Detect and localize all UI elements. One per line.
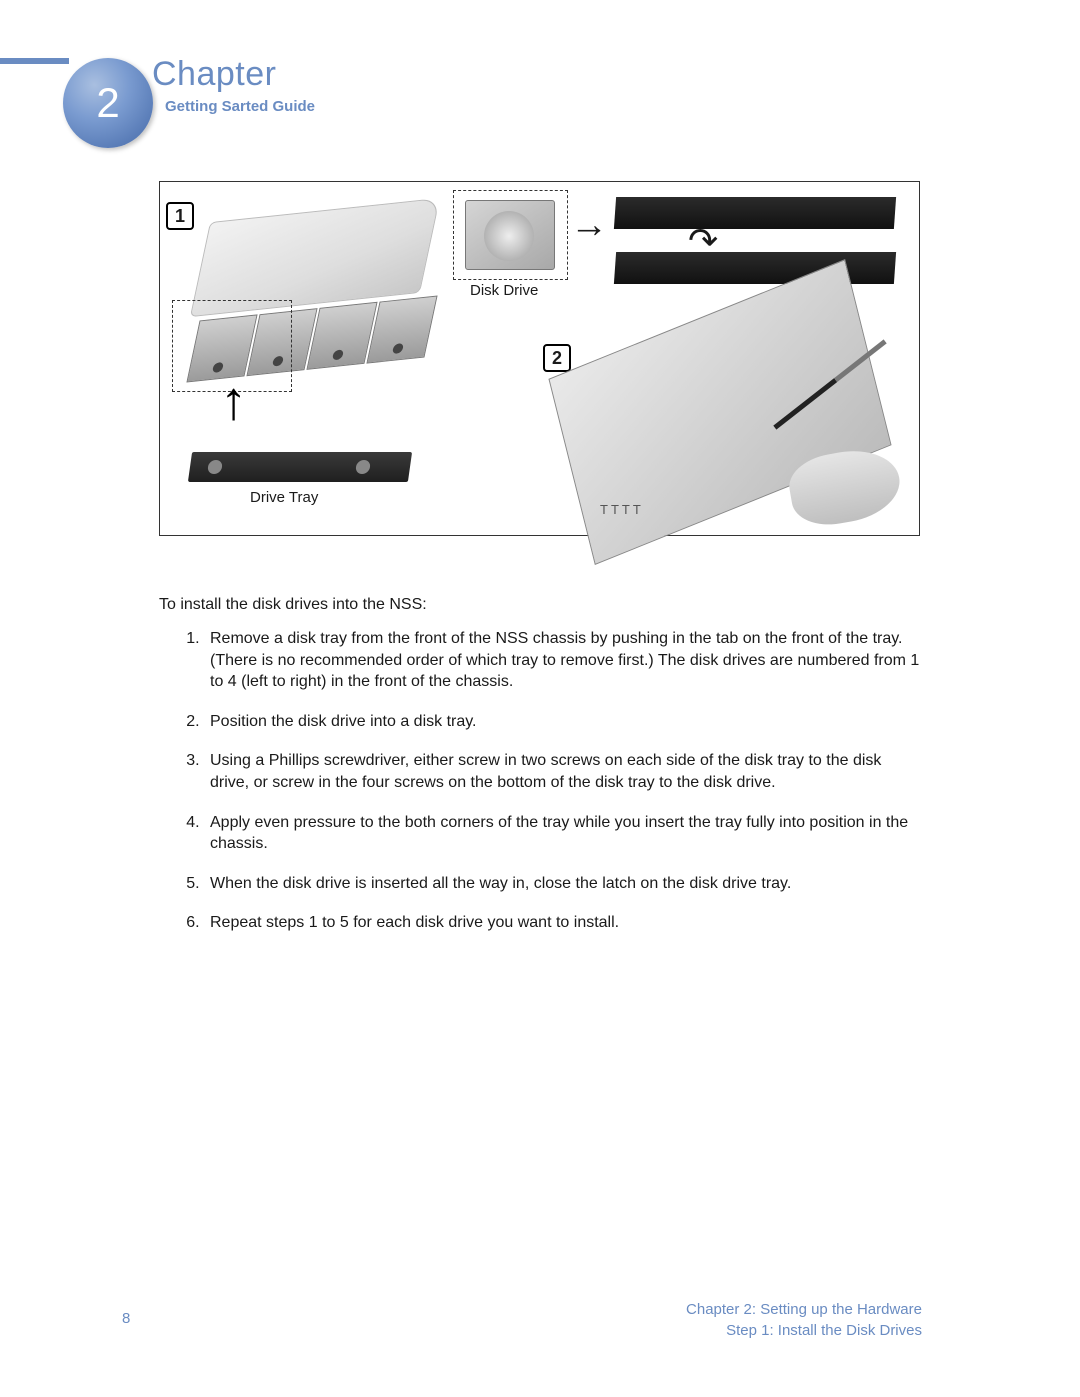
install-steps-list: Remove a disk tray from the front of the… [184,628,924,952]
step-item: Repeat steps 1 to 5 for each disk drive … [204,912,924,934]
arrow-up-icon: ↑ [220,374,247,428]
drive-tray-illustration [188,452,412,482]
arrow-right-icon: → [570,204,608,247]
step-item: Position the disk drive into a disk tray… [204,711,924,733]
guide-subtitle: Getting Sarted Guide [165,98,315,115]
chapter-label: Chapter [152,55,276,94]
footer-line-2: Step 1: Install the Disk Drives [686,1320,922,1341]
footer-line-1: Chapter 2: Setting up the Hardware [686,1299,922,1320]
disk-drive-illustration [465,200,555,270]
step-item: Apply even pressure to the both corners … [204,812,924,855]
installation-figure: 1 ↑ Drive Tray Disk Drive → ↷ 2 TTTT [159,181,920,536]
rail-top-illustration [614,197,896,229]
callout-2: 2 [543,344,571,372]
page-number: 8 [122,1310,130,1327]
step-item: When the disk drive is inserted all the … [204,873,924,895]
chapter-number: 2 [96,79,119,127]
rail-bottom-illustration [614,252,896,284]
footer-chapter-info: Chapter 2: Setting up the Hardware Step … [686,1299,922,1341]
callout-1: 1 [166,202,194,230]
screws-illustration: TTTT [600,502,644,517]
header-accent-bar [0,58,69,64]
disk-drive-label: Disk Drive [470,282,538,299]
step-item: Using a Phillips screwdriver, either scr… [204,750,924,793]
drive-tray-label: Drive Tray [250,489,318,506]
chapter-number-badge: 2 [63,58,153,148]
intro-text: To install the disk drives into the NSS: [159,594,925,616]
step-item: Remove a disk tray from the front of the… [204,628,924,693]
